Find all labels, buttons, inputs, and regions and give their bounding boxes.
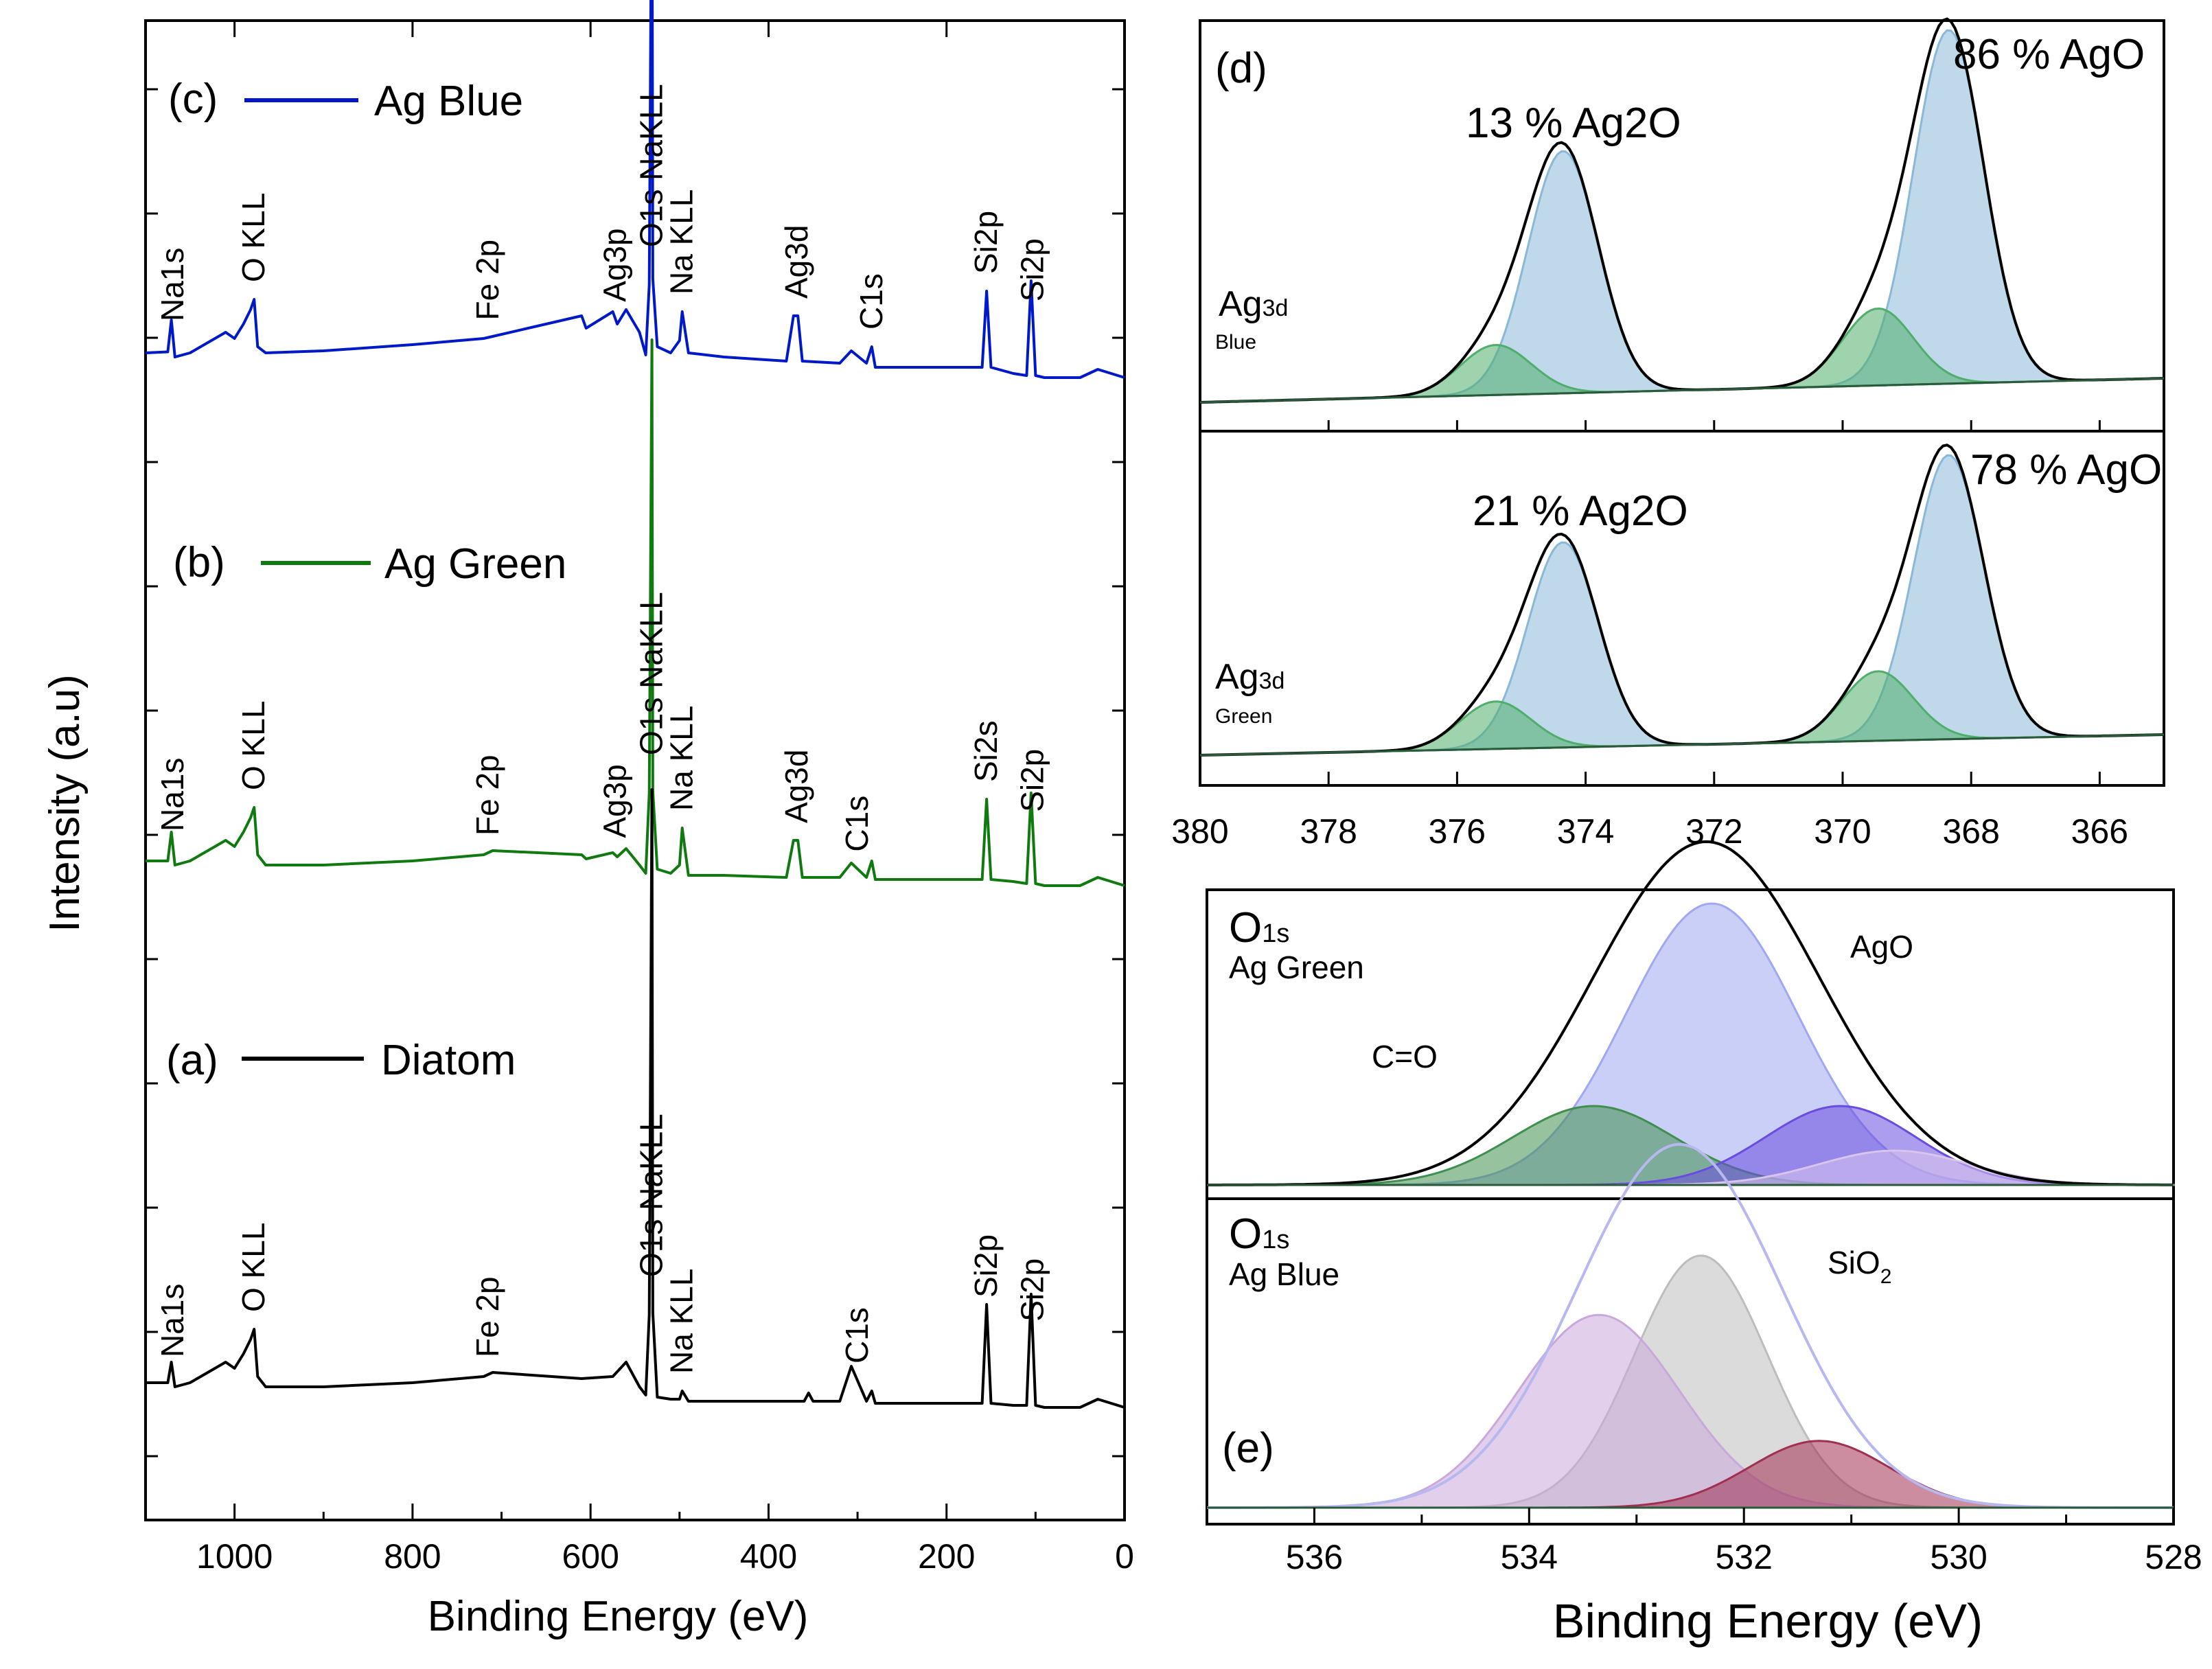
peak-label: O1s NaKLL bbox=[634, 84, 669, 247]
x-tick-label: 366 bbox=[2071, 812, 2128, 851]
peak-label: Si2s bbox=[968, 721, 1004, 782]
ag3d-blue-anno-ag2o: 13 % Ag2O bbox=[1466, 100, 1681, 147]
o1s-xlabel: Binding Energy (eV) bbox=[1553, 1594, 1983, 1648]
survey-ylabel: Intensity (a.u) bbox=[41, 674, 89, 932]
panel-label-e: (e) bbox=[1222, 1425, 1274, 1472]
peak-label: Na KLL bbox=[664, 1269, 700, 1374]
o1s-blue-label: O1s bbox=[1229, 1210, 1289, 1258]
o1s-plot bbox=[1207, 840, 2175, 1509]
ag3d-blue-label: Ag3d bbox=[1219, 284, 1288, 324]
panel-label-d: (d) bbox=[1215, 45, 1267, 92]
fit-envelope bbox=[1207, 840, 2174, 1186]
peak-label: Na1s bbox=[154, 758, 190, 831]
survey-line-ag-green bbox=[146, 338, 1125, 887]
peak-label: C1s bbox=[839, 1307, 875, 1363]
peak-label: Si2p bbox=[968, 1234, 1004, 1298]
peak-label: Ag3p bbox=[597, 228, 633, 301]
x-tick-label: 400 bbox=[740, 1537, 797, 1576]
survey-frame bbox=[144, 19, 1126, 1521]
fit-component bbox=[1199, 29, 2165, 404]
peak-label: Si2p bbox=[1015, 1258, 1050, 1322]
x-tick-label: 378 bbox=[1300, 812, 1357, 851]
peak-label: C1s bbox=[839, 796, 875, 852]
fit-component bbox=[1207, 902, 2174, 1186]
peak-label: Na1s bbox=[154, 248, 190, 321]
ag3d-green-label: Ag3d bbox=[1215, 657, 1284, 697]
fit-envelope bbox=[1207, 1142, 2174, 1509]
ag3d-frame bbox=[1199, 19, 2165, 787]
x-tick-label: 534 bbox=[1501, 1538, 1558, 1576]
peak-label: O1s NaKLL bbox=[634, 1114, 669, 1277]
x-tick-label: 0 bbox=[1115, 1537, 1134, 1576]
ag3d-x-axis: 380 378 376 374 372 370 368 366 bbox=[1171, 420, 2128, 851]
peak-label: O KLL bbox=[235, 1223, 271, 1312]
x-tick-label: 368 bbox=[1942, 812, 1999, 851]
x-tick-label: 528 bbox=[2145, 1538, 2202, 1576]
peak-label: Fe 2p bbox=[470, 1276, 505, 1357]
peak-label: Ag3d bbox=[779, 225, 814, 299]
panel-label-a: (a) bbox=[166, 1037, 218, 1084]
peak-label: Na KLL bbox=[664, 189, 700, 295]
o1s-x-axis: 536 534 532 530 528 bbox=[1206, 1508, 2202, 1576]
x-tick-label: 200 bbox=[918, 1537, 975, 1576]
survey-line-diatom bbox=[146, 788, 1125, 1409]
x-tick-label: 530 bbox=[1930, 1538, 1987, 1576]
survey-line-ag-blue bbox=[145, 0, 1125, 379]
x-tick-label: 374 bbox=[1557, 812, 1614, 851]
ag3d-blue-sublabel: Blue bbox=[1215, 331, 1256, 354]
x-tick-label: 1000 bbox=[196, 1537, 273, 1576]
survey-x-axis: 1000 800 600 400 200 0 bbox=[144, 21, 1134, 1576]
x-tick-label: 536 bbox=[1286, 1538, 1343, 1576]
ag3d-plot bbox=[1199, 17, 2165, 757]
ag3d-green-anno-ago: 78 % AgO bbox=[1970, 446, 2162, 494]
o1s-blue-sublabel: Ag Blue bbox=[1229, 1256, 1339, 1292]
survey-xlabel: Binding Energy (eV) bbox=[428, 1593, 809, 1640]
peak-label: Si2p bbox=[968, 211, 1004, 274]
peak-label: C1s bbox=[853, 273, 889, 330]
x-tick-label: 380 bbox=[1171, 812, 1228, 851]
panel-label-c: (c) bbox=[168, 76, 218, 123]
peak-label: Na1s bbox=[154, 1284, 190, 1357]
o1s-blue-anno-sio2: SiO2 bbox=[1828, 1245, 1891, 1288]
x-tick-label: 376 bbox=[1429, 812, 1486, 851]
peak-label: O KLL bbox=[235, 193, 271, 282]
legend-label-ag-green: Ag Green bbox=[384, 540, 566, 588]
peak-label: Ag3p bbox=[597, 764, 633, 838]
peak-label: O KLL bbox=[235, 701, 271, 790]
x-tick-label: 532 bbox=[1716, 1538, 1773, 1576]
o1s-green-anno-ago: AgO bbox=[1850, 929, 1913, 965]
o1s-green-anno-co: C=O bbox=[1372, 1039, 1438, 1074]
fit-baseline bbox=[1199, 733, 2165, 757]
x-tick-label: 600 bbox=[562, 1537, 619, 1576]
peak-label: Si2p bbox=[1015, 238, 1050, 301]
o1s-green-label: O1s bbox=[1229, 904, 1289, 952]
o1s-green-sublabel: Ag Green bbox=[1229, 949, 1364, 985]
peak-label: Si2p bbox=[1015, 749, 1050, 812]
ag3d-green-anno-ag2o: 21 % Ag2O bbox=[1473, 487, 1688, 535]
x-tick-label: 370 bbox=[1814, 812, 1871, 851]
peak-label: Na KLL bbox=[664, 706, 700, 811]
peak-label: Ag3d bbox=[779, 750, 814, 823]
peak-label: Fe 2p bbox=[470, 755, 505, 836]
peak-label: O1s NaKLL bbox=[634, 592, 669, 755]
legend-label-ag-blue: Ag Blue bbox=[374, 78, 523, 125]
ag3d-blue-anno-ago: 86 % AgO bbox=[1953, 31, 2145, 78]
x-tick-label: 800 bbox=[384, 1537, 441, 1576]
panel-label-b: (b) bbox=[173, 539, 225, 586]
peak-label: Fe 2p bbox=[470, 240, 505, 321]
legend-label-diatom: Diatom bbox=[381, 1037, 516, 1084]
ag3d-green-sublabel: Green bbox=[1215, 705, 1272, 728]
fit-baseline bbox=[1199, 377, 2165, 404]
o1s-frame bbox=[1206, 888, 2175, 1526]
